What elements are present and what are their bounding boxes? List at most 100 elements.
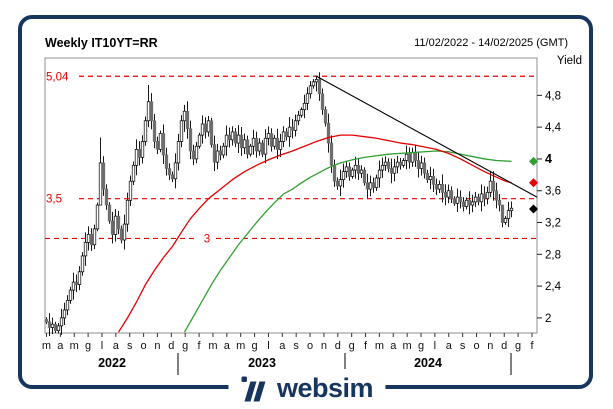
- candle-body: [47, 321, 52, 328]
- candle: [92, 224, 97, 250]
- y-tick-label: 2,4: [545, 281, 562, 293]
- month-label: m: [208, 340, 217, 352]
- candle-body: [284, 131, 289, 138]
- candle: [386, 158, 391, 173]
- level-label: 3: [204, 233, 210, 245]
- candle: [224, 125, 229, 156]
- candle-body: [194, 145, 199, 160]
- candle-body: [206, 120, 211, 133]
- candle: [353, 156, 358, 179]
- candle: [137, 141, 142, 166]
- candle: [422, 157, 427, 179]
- month-label: l: [101, 340, 103, 352]
- candle-body: [404, 153, 409, 161]
- candle-body: [95, 204, 100, 230]
- green-ma-last-marker: [529, 156, 538, 166]
- candle: [209, 117, 214, 148]
- candle: [308, 81, 313, 99]
- candle: [134, 139, 139, 176]
- month-label: o: [307, 340, 313, 352]
- candle-body: [167, 168, 172, 176]
- candle: [272, 134, 277, 150]
- candle-body: [383, 161, 388, 166]
- candle: [101, 156, 106, 196]
- candle-body: [470, 201, 475, 206]
- candle: [62, 302, 67, 326]
- candle: [179, 115, 184, 148]
- candle: [269, 128, 274, 152]
- candle-body: [230, 131, 235, 141]
- candle: [407, 147, 412, 169]
- candle-body: [389, 168, 394, 174]
- candle-body: [392, 166, 397, 174]
- candle: [167, 163, 172, 181]
- candle: [116, 210, 121, 235]
- candle-body: [200, 123, 205, 136]
- candle-body: [341, 171, 346, 180]
- ma-green-line: [183, 150, 512, 333]
- month-label: n: [154, 340, 160, 352]
- candle-body: [170, 174, 175, 180]
- candle: [467, 191, 472, 215]
- candle: [401, 158, 406, 168]
- month-label: d: [168, 340, 174, 352]
- month-label: f: [198, 340, 202, 352]
- candle-body: [419, 162, 424, 169]
- candle-body: [437, 184, 442, 190]
- candle-body: [299, 109, 304, 116]
- candle-body: [296, 114, 301, 122]
- candle: [200, 115, 205, 144]
- candle: [347, 162, 352, 181]
- candle-body: [407, 153, 412, 163]
- candle-body: [473, 196, 478, 203]
- month-label: a: [113, 340, 120, 352]
- candle: [89, 228, 94, 251]
- candle: [131, 161, 136, 186]
- candle: [320, 88, 325, 115]
- candle: [239, 126, 244, 156]
- websim-logo: websim: [227, 369, 386, 407]
- candle: [149, 93, 154, 130]
- candle-body: [434, 184, 439, 190]
- candle: [206, 116, 211, 137]
- candle: [326, 113, 331, 153]
- candle-body: [89, 234, 94, 246]
- candle: [98, 137, 103, 206]
- candle-body: [92, 228, 97, 246]
- red-ma-last-marker: [529, 178, 538, 188]
- candle: [122, 214, 127, 250]
- candle-body: [116, 215, 121, 230]
- candle: [461, 197, 466, 212]
- candle: [152, 114, 157, 149]
- candle: [233, 128, 238, 147]
- candle-body: [227, 134, 232, 141]
- candle-body: [137, 149, 142, 158]
- candle-body: [263, 137, 268, 155]
- candle-body: [83, 242, 88, 257]
- candle-body: [161, 133, 166, 156]
- candle-body: [182, 110, 187, 122]
- candle-body: [467, 199, 472, 206]
- month-label: a: [224, 340, 231, 352]
- candle-body: [461, 201, 466, 207]
- month-label: a: [390, 340, 397, 352]
- candle-body: [209, 120, 214, 145]
- month-label: a: [279, 340, 286, 352]
- candle-body: [119, 228, 124, 241]
- candle: [440, 174, 445, 203]
- candle-body: [482, 193, 487, 200]
- candle: [374, 174, 379, 191]
- candle: [437, 180, 442, 193]
- candle: [194, 141, 199, 164]
- candle-body: [422, 162, 427, 174]
- candle: [485, 186, 490, 205]
- month-label: g: [418, 340, 424, 352]
- candle: [44, 317, 49, 325]
- candle: [500, 204, 505, 228]
- candle: [260, 140, 265, 158]
- candle: [113, 209, 118, 242]
- month-label: f: [364, 340, 368, 352]
- candle: [464, 197, 469, 210]
- candle-body: [395, 161, 400, 168]
